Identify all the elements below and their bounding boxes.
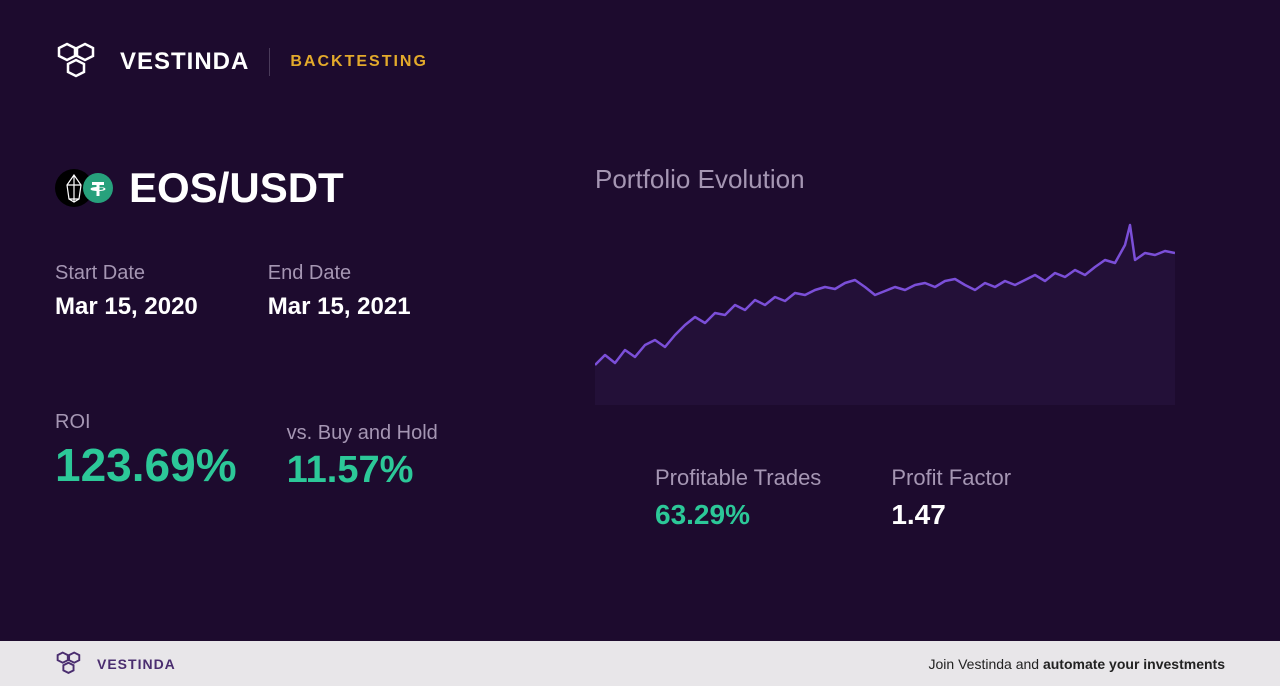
page-label: BACKTESTING [290, 53, 428, 71]
profitable-trades-label: Profitable Trades [655, 465, 821, 491]
logo-group: VESTINDA [55, 40, 249, 84]
pair-row: EOS/USDT [55, 164, 555, 212]
usdt-icon [83, 173, 113, 203]
date-row: Start Date Mar 15, 2020 End Date Mar 15,… [55, 262, 555, 321]
logo-icon [55, 40, 105, 84]
start-date-label: Start Date [55, 262, 198, 285]
start-date-block: Start Date Mar 15, 2020 [55, 262, 198, 321]
header-divider [269, 48, 270, 76]
profitable-trades-block: Profitable Trades 63.29% [655, 465, 821, 531]
roi-value: 123.69% [55, 438, 237, 492]
vs-block: vs. Buy and Hold 11.57% [287, 422, 438, 492]
start-date-value: Mar 15, 2020 [55, 293, 198, 321]
brand-name: VESTINDA [120, 48, 249, 76]
footer: VESTINDA Join Vestinda and automate your… [0, 641, 1280, 686]
portfolio-chart [595, 205, 1175, 405]
metrics-row-left: ROI 123.69% vs. Buy and Hold 11.57% [55, 411, 555, 492]
roi-label: ROI [55, 411, 237, 434]
footer-cta: Join Vestinda and automate your investme… [929, 656, 1225, 672]
main-content: EOS/USDT Start Date Mar 15, 2020 End Dat… [55, 164, 1225, 531]
footer-text-prefix: Join Vestinda and [929, 656, 1043, 672]
footer-logo-group: VESTINDA [55, 650, 176, 678]
chart-title: Portfolio Evolution [595, 164, 1225, 195]
end-date-label: End Date [268, 262, 411, 285]
profit-factor-block: Profit Factor 1.47 [891, 465, 1011, 531]
profit-factor-value: 1.47 [891, 499, 1011, 531]
footer-logo-icon [55, 650, 87, 678]
metrics-row-right: Profitable Trades 63.29% Profit Factor 1… [595, 465, 1225, 531]
header: VESTINDA BACKTESTING [55, 40, 1225, 84]
end-date-value: Mar 15, 2021 [268, 293, 411, 321]
vs-value: 11.57% [287, 449, 438, 492]
pair-icons [55, 169, 113, 207]
end-date-block: End Date Mar 15, 2021 [268, 262, 411, 321]
footer-brand-name: VESTINDA [97, 656, 176, 672]
profitable-trades-value: 63.29% [655, 499, 821, 531]
vs-label: vs. Buy and Hold [287, 422, 438, 445]
footer-text-bold: automate your investments [1043, 656, 1225, 672]
roi-block: ROI 123.69% [55, 411, 237, 492]
pair-name: EOS/USDT [129, 164, 344, 212]
profit-factor-label: Profit Factor [891, 465, 1011, 491]
